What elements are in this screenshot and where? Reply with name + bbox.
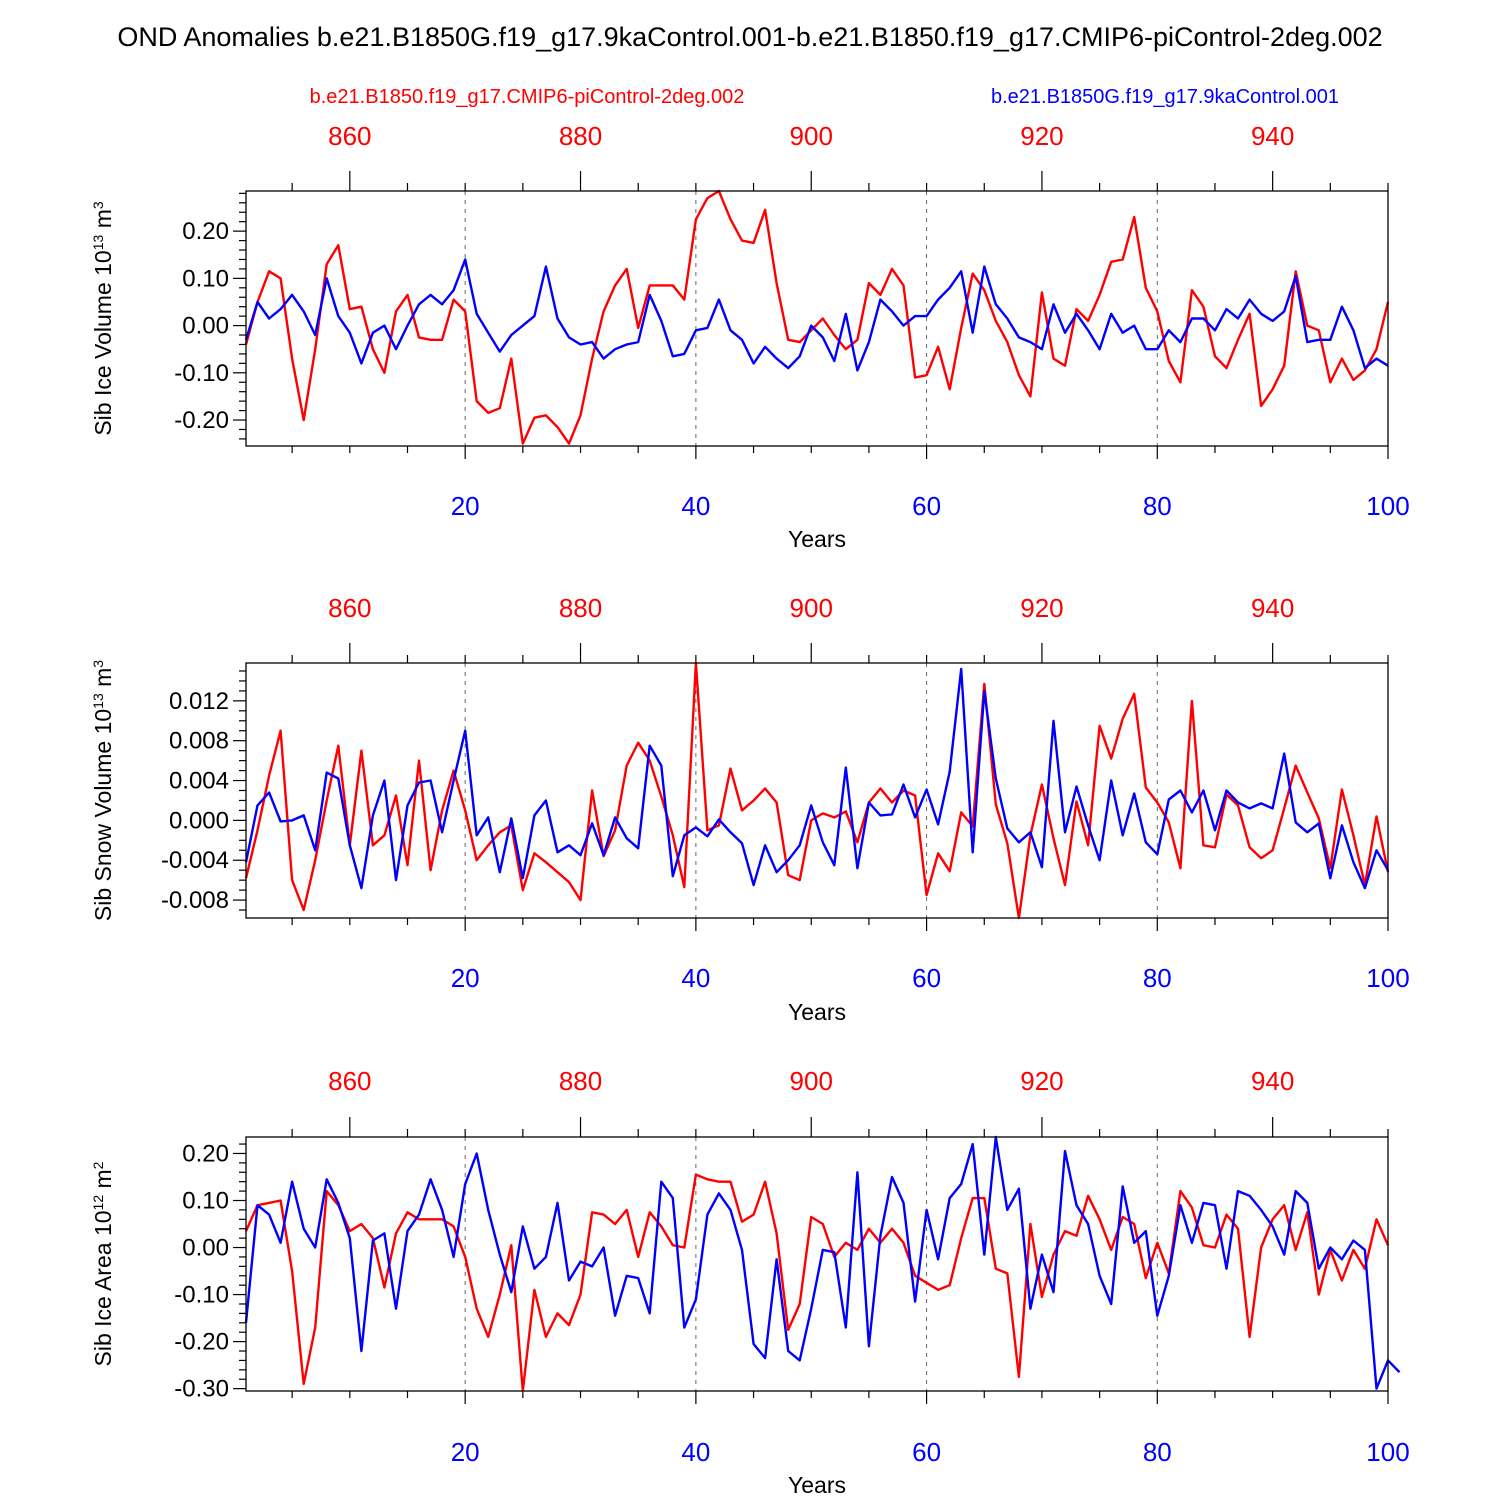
y-axis-title: Sib Ice Volume 1013 m3 bbox=[90, 201, 116, 436]
x-top-tick-label: 880 bbox=[559, 121, 602, 151]
x-top-tick-label: 900 bbox=[790, 593, 833, 623]
x-bottom-tick-label: 60 bbox=[912, 1437, 941, 1467]
x-top-tick-label: 860 bbox=[328, 121, 371, 151]
x-axis-title: Years bbox=[788, 1472, 846, 1498]
x-top-tick-label: 900 bbox=[790, 121, 833, 151]
y-tick-label: 0.10 bbox=[182, 1188, 229, 1215]
x-top-tick-label: 880 bbox=[559, 593, 602, 623]
chart-panels: -0.20 -0.10 0.00 0.10 0.20 20 40 60 80 100 860 880 9… bbox=[90, 121, 1410, 1498]
y-axis-title-exponent: 2 bbox=[90, 1161, 106, 1169]
red-series-line bbox=[244, 189, 1390, 445]
x-bottom-tick-label: 20 bbox=[451, 1437, 480, 1467]
y-axis-title-exponent: 3 bbox=[90, 660, 106, 668]
x-bottom-tick-label: 60 bbox=[912, 963, 941, 993]
x-bottom-tick-label: 40 bbox=[681, 1437, 710, 1467]
blue-series-line bbox=[244, 1135, 1401, 1390]
y-tick-label: 0.10 bbox=[182, 265, 229, 292]
y-tick-label: 0.008 bbox=[169, 728, 229, 755]
y-tick-label: 0.00 bbox=[182, 313, 229, 340]
x-bottom-tick-label: 100 bbox=[1366, 963, 1409, 993]
y-tick-label: 0.012 bbox=[169, 688, 229, 715]
y-tick-label: -0.30 bbox=[174, 1376, 229, 1403]
y-axis-title-part: m bbox=[90, 668, 116, 694]
legend-blue-label: b.e21.B1850G.f19_g17.9kaControl.001 bbox=[991, 86, 1339, 108]
x-bottom-tick-label: 100 bbox=[1366, 1437, 1409, 1467]
y-axis-title: Sib Snow Volume 1013 m3 bbox=[90, 660, 116, 921]
x-bottom-tick-label: 40 bbox=[681, 491, 710, 521]
y-tick-label: 0.00 bbox=[182, 1235, 229, 1262]
y-axis-title-exponent: 13 bbox=[90, 234, 106, 250]
y-tick-label: -0.004 bbox=[161, 847, 229, 874]
x-top-tick-label: 940 bbox=[1251, 1066, 1294, 1096]
legend-red-label: b.e21.B1850.f19_g17.CMIP6-piControl-2deg… bbox=[310, 86, 745, 108]
x-top-tick-label: 860 bbox=[328, 593, 371, 623]
figure-title: OND Anomalies b.e21.B1850G.f19_g17.9kaCo… bbox=[117, 22, 1382, 52]
plot-frame bbox=[245, 190, 1389, 447]
y-axis-title-part: m bbox=[90, 209, 116, 235]
x-top-tick-label: 900 bbox=[790, 1066, 833, 1096]
y-tick-label: -0.20 bbox=[174, 1329, 229, 1356]
x-top-tick-label: 860 bbox=[328, 1066, 371, 1096]
x-top-tick-label: 920 bbox=[1020, 593, 1063, 623]
y-axis-title-part: Sib Snow Volume 10 bbox=[90, 709, 116, 921]
x-top-tick-label: 920 bbox=[1020, 121, 1063, 151]
chart-panel-2: -0.008 -0.004 0.000 0.004 0.008 0.012 20 40 60 80… bbox=[90, 593, 1410, 1025]
x-bottom-tick-label: 80 bbox=[1143, 1437, 1172, 1467]
y-tick-label: 0.000 bbox=[169, 807, 229, 834]
blue-series-line bbox=[244, 667, 1390, 890]
chart-panel-3: -0.30 -0.20 -0.10 0.00 0.10 0.20 20 40 60 80 100 86… bbox=[90, 1066, 1410, 1498]
x-top-tick-label: 940 bbox=[1251, 593, 1294, 623]
y-axis-title-part: Sib Ice Volume 10 bbox=[90, 250, 116, 435]
x-bottom-tick-label: 80 bbox=[1143, 963, 1172, 993]
y-tick-label: 0.20 bbox=[182, 218, 229, 245]
y-tick-label: 0.20 bbox=[182, 1140, 229, 1167]
x-bottom-tick-label: 100 bbox=[1366, 491, 1409, 521]
blue-series-line bbox=[244, 258, 1389, 372]
y-tick-label: -0.008 bbox=[161, 887, 229, 914]
y-tick-label: -0.20 bbox=[174, 407, 229, 434]
y-axis-title-exponent: 3 bbox=[90, 201, 106, 209]
x-bottom-tick-label: 40 bbox=[681, 963, 710, 993]
y-tick-label: 0.004 bbox=[169, 768, 229, 795]
x-top-tick-label: 940 bbox=[1251, 121, 1294, 151]
y-tick-label: -0.10 bbox=[174, 1282, 229, 1309]
plot-frame bbox=[245, 1136, 1389, 1392]
y-axis-title-part: Sib Ice Area 10 bbox=[90, 1210, 116, 1366]
x-top-tick-label: 920 bbox=[1020, 1066, 1063, 1096]
plot-frame bbox=[245, 662, 1389, 919]
x-axis-title: Years bbox=[788, 526, 846, 552]
red-series-line bbox=[244, 661, 1390, 920]
y-axis-title: Sib Ice Area 1012 m2 bbox=[90, 1161, 116, 1366]
y-axis-title-exponent: 13 bbox=[90, 693, 106, 709]
y-axis-title-part: m bbox=[90, 1169, 116, 1195]
y-tick-label: -0.10 bbox=[174, 360, 229, 387]
x-top-tick-label: 880 bbox=[559, 1066, 602, 1096]
x-axis-title: Years bbox=[788, 999, 846, 1025]
x-bottom-tick-label: 20 bbox=[451, 491, 480, 521]
y-axis-title-exponent: 12 bbox=[90, 1195, 106, 1211]
chart-panel-1: -0.20 -0.10 0.00 0.10 0.20 20 40 60 80 100 860 880 9… bbox=[90, 121, 1410, 552]
x-bottom-tick-label: 80 bbox=[1143, 491, 1172, 521]
x-bottom-tick-label: 60 bbox=[912, 491, 941, 521]
x-bottom-tick-label: 20 bbox=[451, 963, 480, 993]
